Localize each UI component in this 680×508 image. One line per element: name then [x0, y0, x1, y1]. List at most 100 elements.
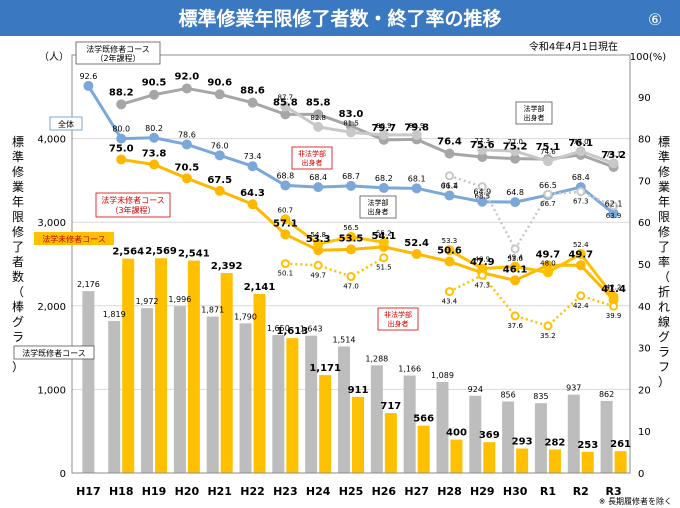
line-label: 87.7: [278, 93, 294, 101]
line-label: 79.8: [404, 122, 429, 133]
line-point: [510, 311, 520, 321]
line-label: 67.3: [573, 198, 589, 206]
bar: [516, 448, 529, 473]
bar: [286, 338, 299, 473]
line-label: 68.4: [309, 173, 327, 182]
bar: [108, 320, 121, 473]
bar: [206, 316, 219, 473]
bar-label: 1,819: [103, 310, 126, 319]
x-tick-label: H24: [306, 485, 331, 498]
line-label: 80.0: [112, 125, 130, 134]
bar: [450, 439, 463, 473]
line-label: 76.1: [568, 138, 593, 149]
line-point: [181, 173, 192, 184]
plot-frame: [71, 54, 631, 474]
bar: [272, 335, 285, 473]
line-label: 53.5: [339, 233, 364, 244]
x-tick-label: H27: [404, 485, 429, 498]
line-label: 39.9: [606, 312, 622, 320]
line-point: [214, 150, 225, 161]
line-label: 88.6: [240, 86, 265, 97]
callout-hihogakubu-bot-box: [377, 307, 419, 331]
x-tick-label: H21: [207, 485, 232, 498]
bar-label: 1,288: [365, 354, 388, 363]
line-label: 52.4: [573, 241, 589, 249]
line-label: 74.1: [606, 150, 622, 158]
bar-label: 1,871: [201, 306, 224, 315]
line-label: 48.0: [540, 259, 556, 267]
right-axis-title-char: （: [658, 270, 670, 284]
left-axis-title-char: 年: [12, 195, 24, 209]
bar-label: 261: [610, 439, 631, 450]
line-label: 68.2: [375, 174, 393, 183]
line-label: 92.0: [175, 71, 200, 82]
bar-label: 1,643: [300, 325, 323, 334]
line-label: 68.7: [342, 172, 360, 181]
chart-title: 標準修業年限修了者数・終了率の推移: [178, 7, 501, 30]
right-axis-title-char: れ: [658, 300, 670, 314]
line-point: [510, 261, 521, 272]
line-point: [543, 189, 553, 199]
right-axis-title-char: 線: [658, 314, 670, 329]
right-axis-title-char: 年: [658, 195, 670, 209]
x-tick-label: R3: [606, 485, 622, 498]
bar-label: 2,392: [211, 261, 243, 272]
series-line: [121, 158, 615, 301]
line-point: [214, 185, 225, 196]
line-label: 60.7: [278, 206, 294, 214]
left-axis-title-char: 限: [12, 210, 24, 224]
line-point: [510, 197, 521, 208]
line-label: 66.5: [539, 181, 557, 190]
line-point: [575, 248, 586, 259]
line-label: 52.4: [404, 238, 429, 249]
bar: [155, 258, 168, 473]
line-point: [477, 182, 487, 192]
bar: [370, 365, 383, 473]
bar-label: 1,613: [277, 326, 309, 337]
callout-mishu-bar-box: [34, 232, 114, 245]
right-tick-label: 40: [638, 302, 651, 313]
bar-label: 924: [468, 385, 483, 394]
footnote: ※ 長期履修者を除く: [599, 496, 672, 506]
x-tick-label: H18: [109, 485, 134, 498]
bar-label: 2,569: [145, 246, 177, 257]
line-label: 47.9: [470, 257, 495, 268]
right-axis-title-char: グ: [658, 330, 670, 344]
callout-hihogakubu-top-1: 非法学部: [298, 149, 326, 158]
line-label: 53.3: [442, 237, 458, 245]
line-label: 71.1: [442, 182, 458, 190]
line-point: [542, 267, 553, 278]
line-point: [280, 214, 291, 225]
line-label: 76.0: [211, 141, 229, 150]
x-tick-label: H26: [372, 485, 397, 498]
line-point: [609, 201, 619, 211]
line-point: [543, 321, 553, 331]
bar: [417, 425, 430, 473]
line-label: 64.3: [240, 188, 265, 199]
right-axis-title-char: 準: [658, 149, 670, 164]
line-label: 51.5: [376, 264, 392, 272]
line-point: [510, 275, 521, 286]
line-label: 73.2: [601, 150, 626, 161]
bar: [567, 394, 580, 473]
x-tick-label: H22: [240, 485, 265, 498]
bar: [352, 396, 364, 473]
right-axis-title-char: 標: [658, 135, 670, 149]
line-point: [444, 171, 454, 181]
bar-label: 1,996: [168, 295, 191, 304]
left-tick-label: 3,000: [37, 218, 66, 229]
bar-label: 1,514: [333, 335, 356, 344]
line-label: 54.8: [310, 231, 326, 239]
line-label: 83.0: [339, 109, 364, 120]
callout-zentai: 全体: [58, 119, 74, 129]
line-point: [576, 291, 586, 301]
line-point: [149, 132, 160, 143]
left-tick-label: 1,000: [37, 385, 66, 396]
line-label: 64.9: [473, 188, 491, 197]
left-axis-title-char: 了: [12, 240, 24, 254]
right-axis-title-char: 業: [658, 180, 670, 194]
right-tick-label: 10: [638, 427, 651, 438]
callout-mishu-course: 法学未修者コース: [101, 195, 165, 205]
right-tick-label: 0: [638, 469, 644, 480]
bar-label: 566: [413, 414, 434, 425]
